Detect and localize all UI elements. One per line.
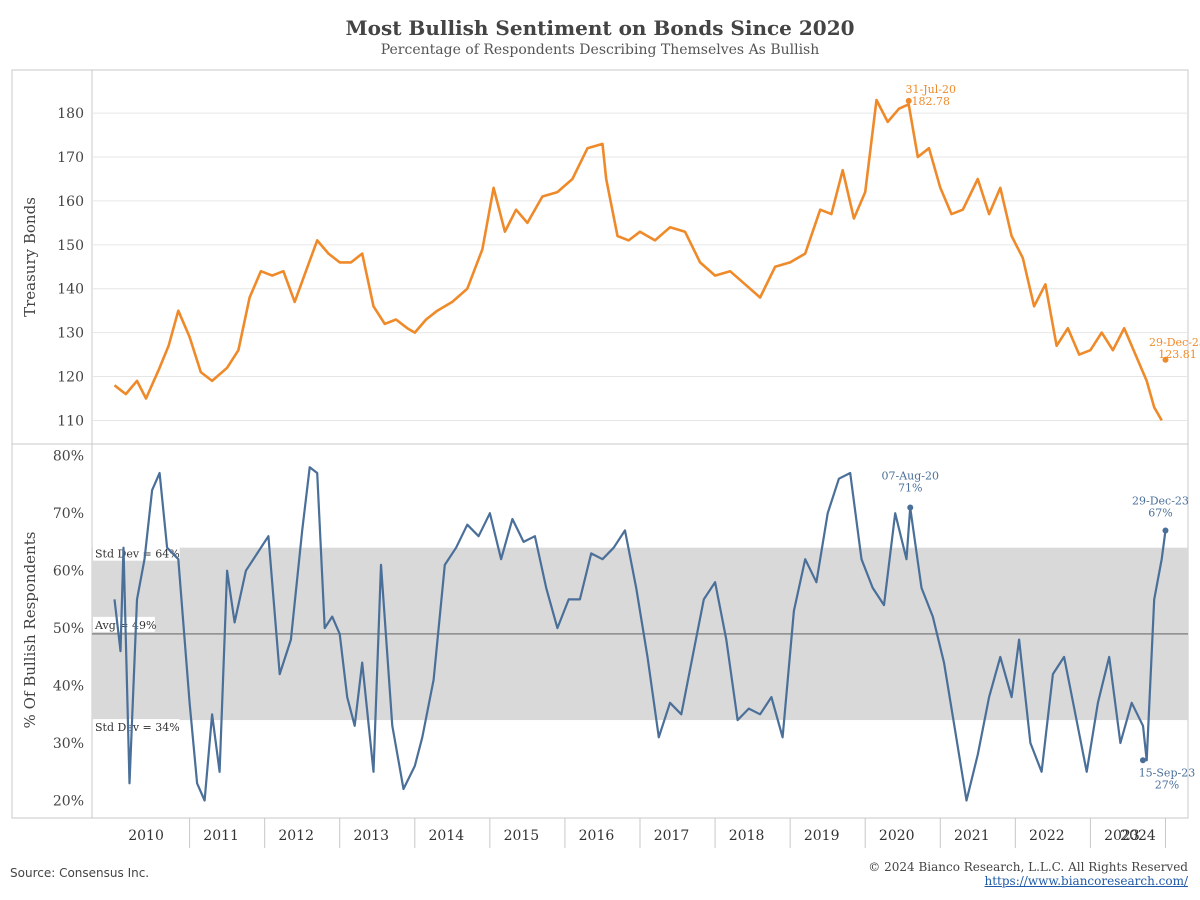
annotation-date: 07-Aug-20 <box>881 469 939 482</box>
y-tick-label: 60% <box>53 564 84 580</box>
annotation-point <box>907 504 914 511</box>
annotation-value: 67% <box>1148 506 1172 519</box>
annotation-point <box>1162 527 1169 534</box>
y-tick-label: 130 <box>57 326 84 342</box>
std-dev-lower-label-bg <box>93 719 180 735</box>
annotation-value: 71% <box>898 481 922 494</box>
annotation-point <box>905 97 912 104</box>
y-tick-label: 30% <box>53 736 84 752</box>
annotation-date: 31-Jul-20 <box>906 83 956 96</box>
x-tick-label: 2024 <box>1120 828 1156 844</box>
x-tick-label: 2021 <box>954 828 990 844</box>
x-tick-label: 2013 <box>353 828 389 844</box>
annotation-date: 15-Sep-23 <box>1139 766 1196 779</box>
source-note: Source: Consensus Inc. <box>10 866 150 880</box>
annotation-date: 29-Dec-23 <box>1149 336 1200 349</box>
x-tick-label: 2010 <box>128 828 164 844</box>
annotation-value: 182.78 <box>911 95 950 108</box>
y-tick-label: 120 <box>57 370 84 386</box>
std-dev-upper-label-bg <box>93 545 180 561</box>
y-tick-label: 20% <box>53 794 84 810</box>
x-tick-label: 2017 <box>654 828 690 844</box>
x-tick-label: 2015 <box>504 828 540 844</box>
series-line-bullish-pct <box>113 466 1167 802</box>
top-y-axis-label: Treasury Bonds <box>21 197 39 317</box>
std-dev-lower-label: Std Dev = 34% <box>95 721 180 734</box>
annotation-date: 29-Dec-23 <box>1132 494 1189 507</box>
bottom-y-axis-label: % Of Bullish Respondents <box>21 532 39 729</box>
x-tick-label: 2016 <box>579 828 615 844</box>
x-tick-label: 2022 <box>1029 828 1065 844</box>
y-tick-label: 80% <box>53 449 84 465</box>
y-tick-label: 40% <box>53 679 84 695</box>
sentiment-panel: 20%30%40%50%60%70%80%Std Dev = 64%Avg = … <box>53 449 1195 810</box>
y-tick-label: 150 <box>57 238 84 254</box>
copyright-text: © 2024 Bianco Research, L.L.C. All Right… <box>868 860 1188 874</box>
x-tick-label: 2023 <box>1104 828 1140 844</box>
x-tick-label: 2011 <box>203 828 239 844</box>
x-axis: 2010 2011 2012 2013 2014 2015 2016 2017 2018 2019… <box>128 818 1166 848</box>
annotation-point <box>1162 356 1169 363</box>
chart-subtitle: Percentage of Respondents Describing The… <box>380 42 820 58</box>
x-tick-label: 2014 <box>429 828 465 844</box>
x-tick-label: 2012 <box>278 828 314 844</box>
y-tick-label: 50% <box>53 621 84 637</box>
series-line-treasury-bonds <box>113 98 1163 422</box>
std-dev-upper-label: Std Dev = 64% <box>95 548 180 561</box>
chart-title: Most Bullish Sentiment on Bonds Since 20… <box>345 16 855 40</box>
average-label-bg <box>93 616 155 632</box>
y-tick-label: 110 <box>57 413 84 429</box>
x-tick-label: 2019 <box>804 828 840 844</box>
y-tick-label: 160 <box>57 194 84 210</box>
y-tick-label: 180 <box>57 106 84 122</box>
website-link[interactable]: https://www.biancoresearch.com/ <box>984 874 1188 888</box>
x-tick-label: 2018 <box>729 828 765 844</box>
y-tick-label: 70% <box>53 506 84 522</box>
y-tick-label: 140 <box>57 282 84 298</box>
y-tick-label: 170 <box>57 150 84 166</box>
annotation-value: 123.81 <box>1158 348 1197 361</box>
copyright-block: © 2024 Bianco Research, L.L.C. All Right… <box>868 860 1188 888</box>
x-tick-label: 2020 <box>879 828 915 844</box>
annotation-value: 27% <box>1155 778 1179 791</box>
annotation-point <box>1139 757 1146 764</box>
